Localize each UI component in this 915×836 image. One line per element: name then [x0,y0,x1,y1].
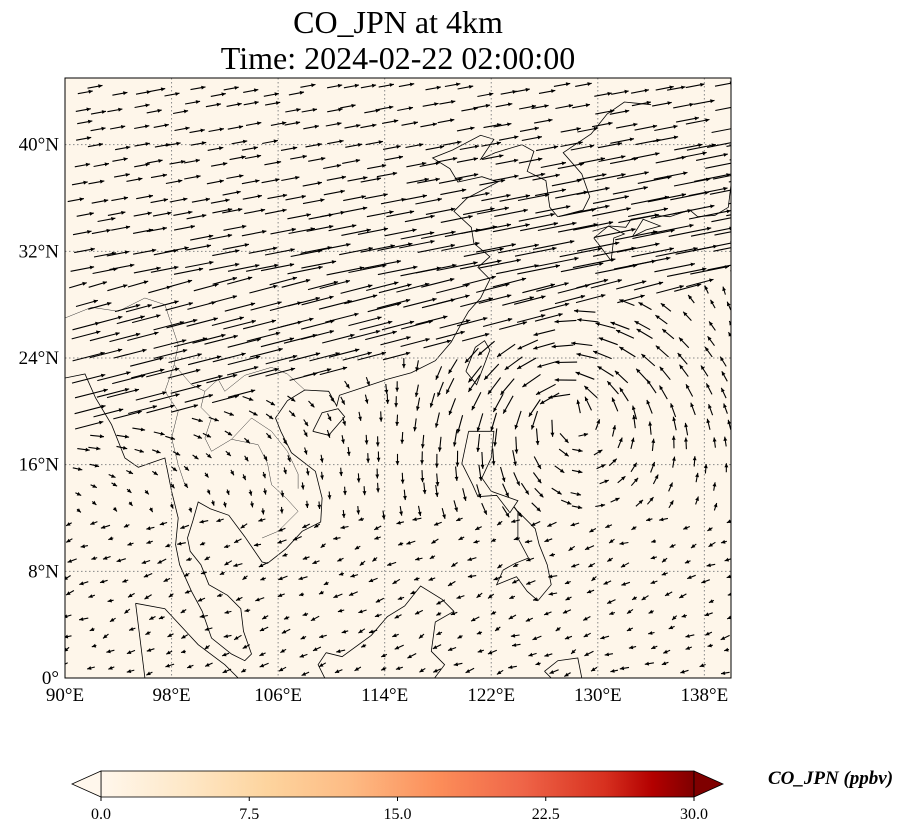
colorbar-tick-label: 30.0 [680,806,708,823]
lon-tick-label: 114°E [361,685,408,706]
colorbar-gradient [100,770,695,798]
lat-tick-label: 24°N [19,348,60,369]
wind-vectors [65,81,731,677]
colorbar-extend-max [693,770,724,798]
map-background [65,78,731,678]
map-plot: 90°E 98°E 106°E 114°E 122°E 130°E 138°E 0° 8°N 16… [19,77,732,706]
colorbar-extend-min [71,770,102,798]
map-title: CO_JPN at 4km [293,4,503,40]
lat-tick-label: 40°N [19,135,60,156]
colorbar-tick-label: 0.0 [91,806,111,823]
colorbar-tick-label: 7.5 [239,806,259,823]
lon-tick-label: 90°E [46,685,84,706]
lat-tick-label: 32°N [19,241,60,262]
lon-tick-label: 106°E [254,685,302,706]
lat-tick-label: 8°N [28,561,59,582]
colorbar-tick-label: 22.5 [532,806,560,823]
lon-tick-label: 98°E [152,685,190,706]
map-subtitle-time: Time: 2024-02-22 02:00:00 [220,40,576,76]
lon-tick-label: 130°E [574,685,622,706]
lat-tick-label: 0° [42,668,59,689]
lon-tick-label: 122°E [467,685,515,706]
lat-tick-label: 16°N [19,455,60,476]
map-frame [64,77,732,679]
colorbar-label: CO_JPN (ppbv) [768,768,894,789]
lon-tick-label: 138°E [681,685,729,706]
colorbar-tick-label: 15.0 [384,806,412,823]
